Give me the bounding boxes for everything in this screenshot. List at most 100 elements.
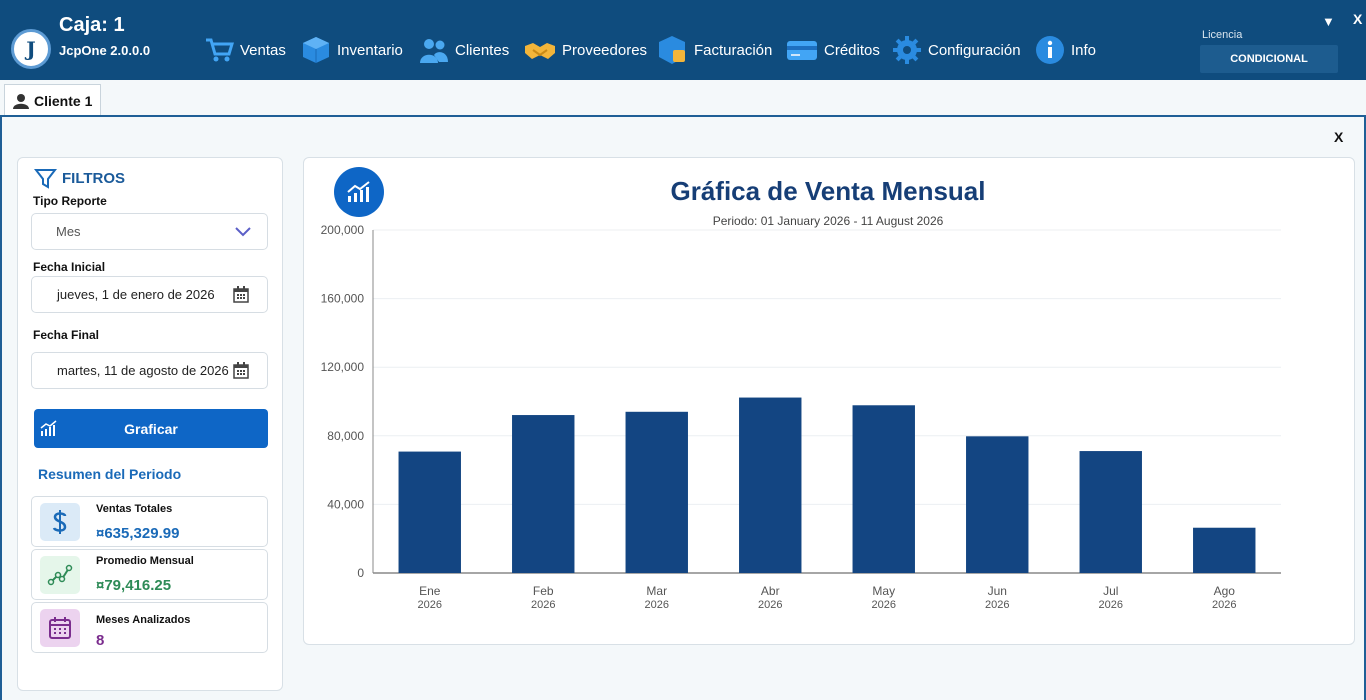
- meses-analizados-value: 8: [96, 632, 105, 649]
- x-tick-year: 2026: [531, 599, 555, 611]
- filter-icon: [34, 169, 57, 189]
- calendar-icon[interactable]: [233, 362, 249, 379]
- x-tick-year: 2026: [645, 599, 669, 611]
- x-tick-year: 2026: [1212, 599, 1236, 611]
- bar-jun: [966, 436, 1029, 573]
- app-version: JcpOne 2.0.0.0: [59, 43, 151, 58]
- app-logo: J: [11, 29, 51, 69]
- ventas-totales-label: Ventas Totales: [96, 503, 173, 515]
- nav-inventario[interactable]: Inventario: [301, 34, 403, 66]
- caja-title: Caja: 1: [59, 14, 125, 36]
- nav-facturacion[interactable]: Facturación: [658, 34, 772, 66]
- chart-subtitle: Periodo: 01 January 2026 - 11 August 202…: [712, 214, 944, 228]
- bar-mar: [625, 411, 688, 573]
- y-tick-label: 160,000: [321, 292, 365, 306]
- y-tick-label: 200,000: [321, 223, 365, 237]
- nav-clientes[interactable]: Clientes: [419, 34, 509, 66]
- tab-cliente-label: Cliente 1: [34, 92, 93, 109]
- nav-clientes-label: Clientes: [455, 41, 510, 59]
- nav-configuracion[interactable]: Configuración: [892, 34, 1021, 66]
- fecha-inicial-picker[interactable]: jueves, 1 de enero de 2026: [31, 276, 268, 313]
- dollar-icon: [40, 503, 80, 541]
- filters-title-label: FILTROS: [62, 170, 126, 187]
- box-icon: [303, 37, 329, 63]
- promedio-mensual-card: Promedio Mensual ¤79,416.25: [31, 549, 268, 600]
- x-tick-year: 2026: [758, 599, 782, 611]
- bar-may: [852, 405, 915, 573]
- sales-bar-chart: 040,00080,000120,000160,000200,000Ene202…: [321, 223, 1281, 611]
- user-icon: [13, 93, 29, 109]
- x-tick-year: 2026: [985, 599, 1009, 611]
- licencia-badge: CONDICIONAL: [1200, 45, 1338, 73]
- chart-panel: [303, 157, 1355, 645]
- handshake-icon: [525, 43, 555, 59]
- fecha-final-value: martes, 11 de agosto de 2026: [57, 363, 229, 378]
- nav-configuracion-label: Configuración: [928, 41, 1021, 59]
- bar-ago: [1193, 527, 1256, 573]
- nav-proveedores-label: Proveedores: [562, 41, 648, 59]
- nav-proveedores[interactable]: Proveedores: [524, 34, 647, 66]
- resumen-title: Resumen del Periodo: [38, 466, 182, 482]
- x-tick-label: Mar: [646, 584, 667, 598]
- nav-ventas-label: Ventas: [240, 41, 286, 59]
- x-tick-label: Jul: [1103, 584, 1118, 598]
- calendar-icon[interactable]: [233, 286, 249, 303]
- filters-title: FILTROS: [34, 167, 125, 190]
- meses-analizados-label: Meses Analizados: [96, 614, 191, 626]
- tab-strip: Cliente 1: [0, 80, 1366, 116]
- tipo-reporte-select[interactable]: Mes: [31, 213, 268, 250]
- promedio-mensual-value: ¤79,416.25: [96, 577, 172, 594]
- chart-badge-icon: [334, 167, 384, 217]
- nav-creditos-label: Créditos: [824, 41, 880, 59]
- graficar-label: Graficar: [124, 420, 178, 437]
- fecha-final-picker[interactable]: martes, 11 de agosto de 2026: [31, 352, 268, 389]
- bar-ene: [398, 451, 461, 573]
- x-tick-year: 2026: [872, 599, 896, 611]
- promedio-mensual-label: Promedio Mensual: [96, 555, 194, 567]
- cart-icon: [206, 38, 234, 62]
- chevron-down-icon: [235, 227, 251, 237]
- app-close-button[interactable]: X: [1353, 11, 1363, 27]
- menu-dropdown-icon[interactable]: ▼: [1322, 14, 1335, 29]
- nav-creditos[interactable]: Créditos: [786, 34, 880, 66]
- tab-cliente-1[interactable]: Cliente 1: [4, 84, 102, 116]
- gear-icon: [893, 36, 921, 64]
- logo-letter: J: [26, 37, 36, 61]
- fecha-inicial-value: jueves, 1 de enero de 2026: [57, 287, 215, 302]
- x-tick-label: May: [872, 584, 895, 598]
- graficar-button[interactable]: Graficar: [34, 409, 268, 448]
- panel-close-button[interactable]: X: [1334, 129, 1344, 145]
- nav-inventario-label: Inventario: [337, 41, 403, 59]
- bar-abr: [739, 397, 802, 573]
- top-bar: J Caja: 1 JcpOne 2.0.0.0 Ventas Inventar…: [0, 0, 1366, 80]
- fecha-inicial-label: Fecha Inicial: [33, 260, 106, 274]
- fecha-final-label: Fecha Final: [33, 328, 100, 342]
- x-tick-year: 2026: [1099, 599, 1123, 611]
- x-tick-label: Ene: [419, 584, 441, 598]
- info-icon: [1036, 36, 1064, 64]
- y-tick-label: 80,000: [327, 429, 364, 443]
- y-tick-label: 120,000: [321, 360, 365, 374]
- chart-icon: [40, 420, 57, 436]
- chart-title: Gráfica de Venta Mensual: [670, 176, 986, 206]
- invoice-icon: [659, 36, 685, 64]
- ventas-totales-card: Ventas Totales ¤635,329.99: [31, 496, 268, 547]
- nav-info-label: Info: [1071, 41, 1097, 59]
- x-tick-label: Abr: [761, 584, 780, 598]
- tipo-reporte-label: Tipo Reporte: [33, 194, 107, 208]
- x-tick-label: Jun: [988, 584, 1007, 598]
- nav-facturacion-label: Facturación: [694, 41, 773, 59]
- meses-analizados-card: Meses Analizados 8: [31, 602, 268, 653]
- x-tick-label: Ago: [1214, 584, 1236, 598]
- y-tick-label: 0: [357, 566, 364, 580]
- ventas-totales-value: ¤635,329.99: [96, 525, 180, 542]
- nav-info[interactable]: Info: [1035, 34, 1096, 66]
- x-tick-year: 2026: [418, 599, 442, 611]
- credit-card-icon: [787, 41, 817, 60]
- bar-jul: [1079, 451, 1142, 573]
- y-tick-label: 40,000: [327, 497, 364, 511]
- nav-ventas[interactable]: Ventas: [204, 34, 286, 66]
- licencia-label: Licencia: [1202, 29, 1243, 41]
- x-tick-label: Feb: [533, 584, 554, 598]
- users-icon: [420, 39, 448, 63]
